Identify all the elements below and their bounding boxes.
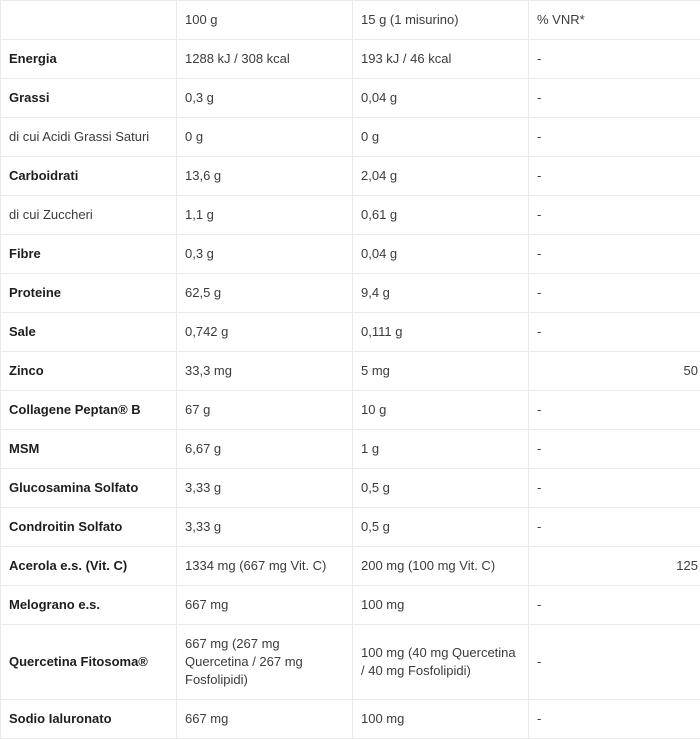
vnr-value: - <box>529 430 700 469</box>
value-per-serving: 0,04 g <box>353 235 529 274</box>
value-per-100g: 6,67 g <box>177 430 353 469</box>
vnr-value: - <box>529 235 700 274</box>
nutrient-label: Grassi <box>1 79 177 118</box>
value-per-100g: 667 mg (267 mg Quercetina / 267 mg Fosfo… <box>177 625 353 700</box>
vnr-value: - <box>529 157 700 196</box>
nutrient-label: Collagene Peptan® B <box>1 391 177 430</box>
value-per-serving: 1 g <box>353 430 529 469</box>
nutrient-label: Zinco <box>1 352 177 391</box>
value-per-100g: 0,3 g <box>177 79 353 118</box>
value-per-100g: 13,6 g <box>177 157 353 196</box>
vnr-value: 125 <box>529 547 700 586</box>
value-per-serving: 193 kJ / 46 kcal <box>353 40 529 79</box>
nutrient-label: di cui Zuccheri <box>1 196 177 235</box>
nutrient-label: Energia <box>1 40 177 79</box>
table-row: Acerola e.s. (Vit. C)1334 mg (667 mg Vit… <box>1 547 700 586</box>
value-per-serving: 0,61 g <box>353 196 529 235</box>
value-per-100g: 1,1 g <box>177 196 353 235</box>
vnr-value: - <box>529 196 700 235</box>
value-per-100g: 67 g <box>177 391 353 430</box>
value-per-serving: 200 mg (100 mg Vit. C) <box>353 547 529 586</box>
value-per-100g: 3,33 g <box>177 469 353 508</box>
value-per-100g: 667 mg <box>177 700 353 739</box>
vnr-value: 50 <box>529 352 700 391</box>
table-row: Quercetina Fitosoma®667 mg (267 mg Querc… <box>1 625 700 700</box>
nutrient-label: MSM <box>1 430 177 469</box>
value-per-100g: 62,5 g <box>177 274 353 313</box>
vnr-value: - <box>529 40 700 79</box>
value-per-serving: 0,111 g <box>353 313 529 352</box>
value-per-serving: 100 mg <box>353 700 529 739</box>
nutrient-label: Condroitin Solfato <box>1 508 177 547</box>
value-per-100g: 1288 kJ / 308 kcal <box>177 40 353 79</box>
nutrient-label: Acerola e.s. (Vit. C) <box>1 547 177 586</box>
vnr-value: - <box>529 118 700 157</box>
column-header-vnr: % VNR* <box>529 1 700 40</box>
vnr-value: - <box>529 391 700 430</box>
value-per-100g: 33,3 mg <box>177 352 353 391</box>
nutrient-label: Carboidrati <box>1 157 177 196</box>
value-per-100g: 1334 mg (667 mg Vit. C) <box>177 547 353 586</box>
value-per-100g: 667 mg <box>177 586 353 625</box>
value-per-100g: 3,33 g <box>177 508 353 547</box>
vnr-value: - <box>529 700 700 739</box>
column-header-serving: 15 g (1 misurino) <box>353 1 529 40</box>
value-per-serving: 2,04 g <box>353 157 529 196</box>
column-header-100g: 100 g <box>177 1 353 40</box>
value-per-serving: 0,5 g <box>353 508 529 547</box>
value-per-serving: 10 g <box>353 391 529 430</box>
nutrient-label: Sale <box>1 313 177 352</box>
value-per-serving: 9,4 g <box>353 274 529 313</box>
value-per-serving: 0,5 g <box>353 469 529 508</box>
nutrient-label: Quercetina Fitosoma® <box>1 625 177 700</box>
vnr-value: - <box>529 313 700 352</box>
vnr-value: - <box>529 508 700 547</box>
vnr-value: - <box>529 586 700 625</box>
nutrient-label: di cui Acidi Grassi Saturi <box>1 118 177 157</box>
value-per-serving: 0 g <box>353 118 529 157</box>
nutrient-label: Proteine <box>1 274 177 313</box>
value-per-100g: 0,742 g <box>177 313 353 352</box>
value-per-serving: 100 mg (40 mg Quercetina / 40 mg Fosfoli… <box>353 625 529 700</box>
value-per-100g: 0 g <box>177 118 353 157</box>
vnr-value: - <box>529 274 700 313</box>
nutrient-label: Glucosamina Solfato <box>1 469 177 508</box>
nutrient-label: Melograno e.s. <box>1 586 177 625</box>
value-per-serving: 0,04 g <box>353 79 529 118</box>
nutrient-label: Fibre <box>1 235 177 274</box>
value-per-100g: 0,3 g <box>177 235 353 274</box>
vnr-value: - <box>529 79 700 118</box>
value-per-serving: 100 mg <box>353 586 529 625</box>
vnr-value: - <box>529 625 700 700</box>
nutrient-label: Sodio Ialuronato <box>1 700 177 739</box>
column-header-item <box>1 1 177 40</box>
value-per-serving: 5 mg <box>353 352 529 391</box>
vnr-value: - <box>529 469 700 508</box>
